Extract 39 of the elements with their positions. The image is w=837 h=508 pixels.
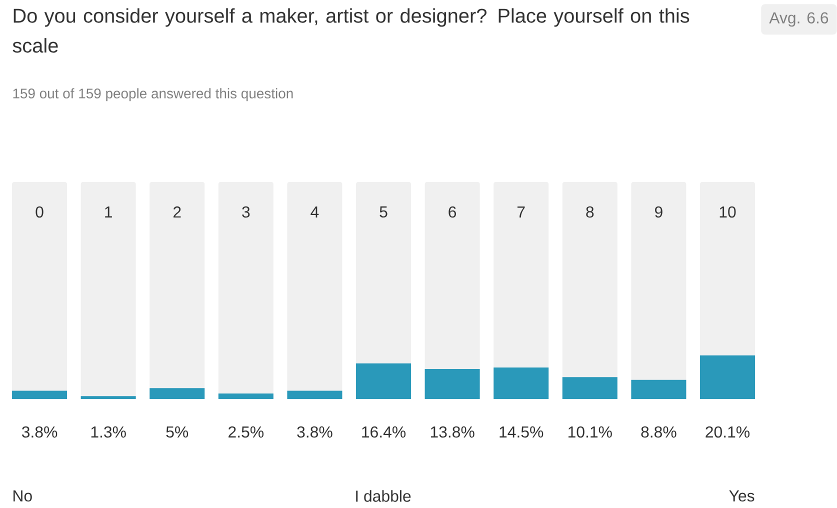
bar bbox=[12, 390, 68, 399]
bar bbox=[631, 380, 686, 399]
x-tick-label: 0 bbox=[36, 206, 44, 218]
data-label: 1.3% bbox=[91, 426, 126, 438]
x-tick-label: 7 bbox=[517, 206, 525, 218]
data-label: 3.8% bbox=[297, 426, 332, 438]
text: No bbox=[14, 490, 32, 502]
bar bbox=[356, 363, 412, 399]
x-tick-label: 1 bbox=[105, 206, 112, 218]
chart-title: Do you consider yourself a maker, artist or designer? Place yourself on this scale bbox=[12, 8, 690, 53]
bar bbox=[700, 355, 755, 399]
x-tick-label: 5 bbox=[380, 206, 388, 218]
data-label: 8.8% bbox=[641, 426, 676, 438]
bar bbox=[150, 388, 205, 399]
x-tick-label: 4 bbox=[310, 206, 319, 218]
data-label: 16.4% bbox=[362, 426, 406, 438]
bar bbox=[424, 369, 480, 399]
x-tick-label: 9 bbox=[655, 206, 662, 218]
x-tick-label: 6 bbox=[448, 206, 456, 218]
chart-subtitle: 159 out of 159 people answered this question bbox=[13, 88, 293, 102]
bar bbox=[562, 377, 618, 399]
x-tick-label: 3 bbox=[242, 206, 250, 218]
data-label: 14.5% bbox=[500, 426, 544, 438]
bar bbox=[80, 396, 136, 399]
text: I dabble bbox=[356, 490, 411, 502]
text: Avg. 6.6 bbox=[769, 12, 828, 27]
data-label: 2.5% bbox=[228, 426, 264, 438]
data-label: 3.8% bbox=[22, 426, 58, 438]
bar bbox=[494, 368, 549, 399]
text: Yes bbox=[729, 490, 754, 502]
data-label: 5% bbox=[166, 426, 188, 438]
x-tick-label: 2 bbox=[173, 206, 181, 218]
x-tick-label: 8 bbox=[586, 206, 594, 218]
x-tick-label: 10 bbox=[720, 206, 736, 218]
data-label: 13.8% bbox=[430, 426, 474, 438]
bar bbox=[287, 390, 342, 399]
data-label: 10.1% bbox=[568, 426, 612, 438]
data-label: 20.1% bbox=[706, 426, 750, 438]
bar bbox=[218, 394, 274, 399]
